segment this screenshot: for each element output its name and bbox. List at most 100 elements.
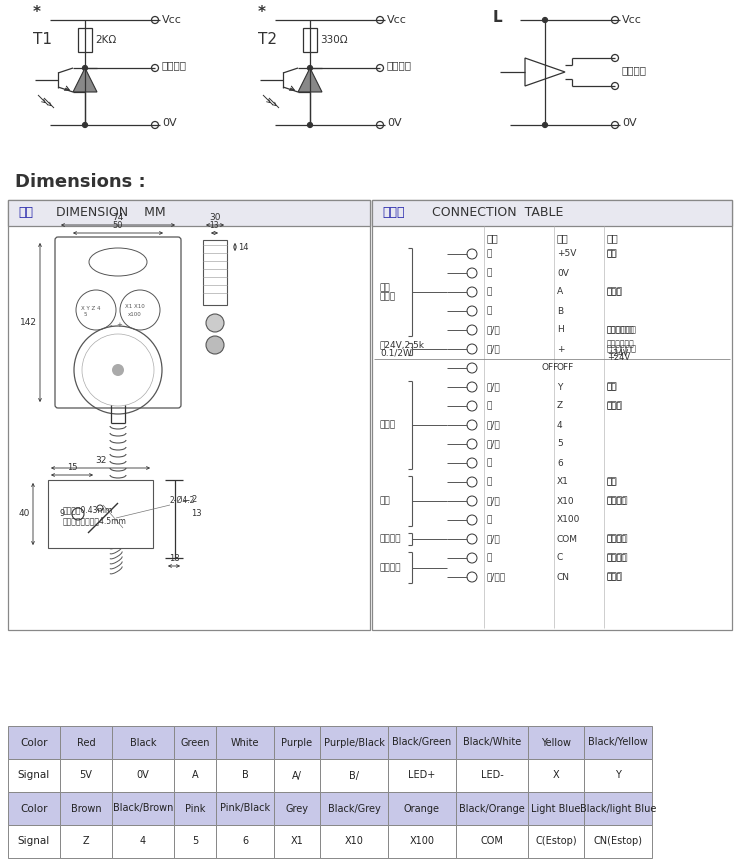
Bar: [528, 726, 584, 759]
Text: L: L: [493, 10, 503, 26]
Text: 白: 白: [487, 307, 492, 315]
Bar: [456, 759, 528, 792]
Bar: [320, 825, 388, 858]
Text: 黑/白: 黑/白: [487, 345, 500, 353]
Text: Black/Yellow: Black/Yellow: [588, 738, 648, 747]
Text: 黑/绿: 黑/绿: [487, 421, 500, 429]
Text: 5V: 5V: [80, 771, 92, 780]
Text: 脉冲: 脉冲: [607, 250, 618, 258]
Text: 6: 6: [242, 836, 248, 847]
Text: 9: 9: [60, 510, 66, 518]
Text: +24V: +24V: [607, 353, 630, 363]
Bar: [456, 825, 528, 858]
Text: 5: 5: [192, 836, 198, 847]
Text: 倍转数: 倍转数: [380, 421, 396, 429]
Bar: [274, 759, 320, 792]
Text: 输出信号: 输出信号: [622, 65, 647, 75]
Text: *: *: [258, 5, 266, 21]
Bar: [320, 792, 388, 825]
Bar: [372, 200, 732, 630]
Text: 0V: 0V: [387, 118, 402, 128]
Text: A: A: [192, 771, 198, 780]
Text: 急停开关: 急停开关: [607, 554, 629, 562]
Bar: [216, 825, 274, 858]
Text: X1: X1: [557, 478, 569, 486]
Bar: [216, 792, 274, 825]
Text: 5: 5: [84, 312, 88, 316]
Text: 坐标轴: 坐标轴: [607, 402, 622, 410]
Bar: [584, 759, 652, 792]
Text: 光电编码输出: 光电编码输出: [607, 326, 637, 334]
Text: 展开使用长度约为4.5mm: 展开使用长度约为4.5mm: [63, 517, 127, 525]
Polygon shape: [298, 68, 322, 92]
Text: Pink: Pink: [185, 804, 205, 814]
Text: 50: 50: [113, 221, 123, 230]
Text: 基础线: 基础线: [607, 573, 623, 581]
Text: Black/Grey: Black/Grey: [328, 804, 380, 814]
Text: Yellow: Yellow: [541, 738, 571, 747]
Bar: [528, 825, 584, 858]
Text: Light Blue: Light Blue: [531, 804, 581, 814]
Bar: [528, 792, 584, 825]
Text: 橙: 橙: [487, 554, 492, 562]
Bar: [8, 759, 60, 792]
Text: OFF: OFF: [542, 364, 559, 372]
Text: 黑/橙: 黑/橙: [487, 440, 500, 448]
Text: 黑/浅蓝: 黑/浅蓝: [487, 573, 506, 581]
Text: B: B: [242, 771, 248, 780]
Text: 管针打开电源: 管针打开电源: [607, 340, 635, 348]
Bar: [60, 759, 112, 792]
Text: 基础线: 基础线: [607, 573, 622, 581]
Text: 黑: 黑: [487, 269, 492, 277]
Circle shape: [542, 17, 548, 22]
Text: Green: Green: [181, 738, 210, 747]
Text: 18: 18: [169, 554, 179, 563]
Text: Brown: Brown: [71, 804, 101, 814]
Bar: [584, 792, 652, 825]
Polygon shape: [73, 68, 97, 92]
Text: CONNECTION  TABLE: CONNECTION TABLE: [432, 206, 563, 219]
Text: 0V: 0V: [622, 118, 637, 128]
Text: 控制开关: 控制开关: [607, 535, 629, 543]
Text: 橙: 橙: [487, 288, 492, 296]
Bar: [584, 726, 652, 759]
Bar: [78, 28, 92, 52]
Text: C(Estop): C(Estop): [535, 836, 577, 847]
Bar: [203, 240, 227, 305]
Text: *: *: [33, 5, 41, 21]
Text: Signal: Signal: [18, 836, 50, 847]
Text: 尺寸: 尺寸: [18, 206, 33, 219]
Text: 4: 4: [140, 836, 146, 847]
Bar: [528, 759, 584, 792]
Text: 线色: 线色: [487, 233, 499, 243]
Bar: [8, 200, 370, 226]
Text: Vcc: Vcc: [622, 15, 642, 25]
Text: 黑/灰: 黑/灰: [487, 497, 500, 505]
Text: 14: 14: [238, 243, 248, 251]
Bar: [60, 825, 112, 858]
Text: Orange: Orange: [404, 804, 440, 814]
Text: 黑/黄: 黑/黄: [487, 383, 500, 391]
Text: 选择: 选择: [607, 478, 618, 486]
Text: 40: 40: [18, 510, 30, 518]
Text: OFF: OFF: [557, 364, 574, 372]
Bar: [388, 726, 456, 759]
Text: 启动按复: 启动按复: [380, 535, 402, 543]
Text: 脉冲: 脉冲: [380, 283, 391, 292]
Circle shape: [206, 336, 224, 354]
Text: 橙: 橙: [487, 402, 492, 410]
Text: 倍率: 倍率: [380, 497, 391, 505]
Text: A/: A/: [292, 771, 302, 780]
Text: X1 X10: X1 X10: [125, 304, 144, 309]
Bar: [8, 726, 60, 759]
Text: COM: COM: [481, 836, 503, 847]
Text: +: +: [557, 345, 565, 353]
Bar: [388, 792, 456, 825]
Text: LED-: LED-: [481, 771, 503, 780]
Text: H: H: [557, 326, 564, 334]
Text: +5V: +5V: [557, 250, 576, 258]
Text: 5: 5: [557, 440, 563, 448]
Text: 管针打开电源: 管针打开电源: [607, 345, 637, 353]
Bar: [320, 759, 388, 792]
Bar: [584, 825, 652, 858]
